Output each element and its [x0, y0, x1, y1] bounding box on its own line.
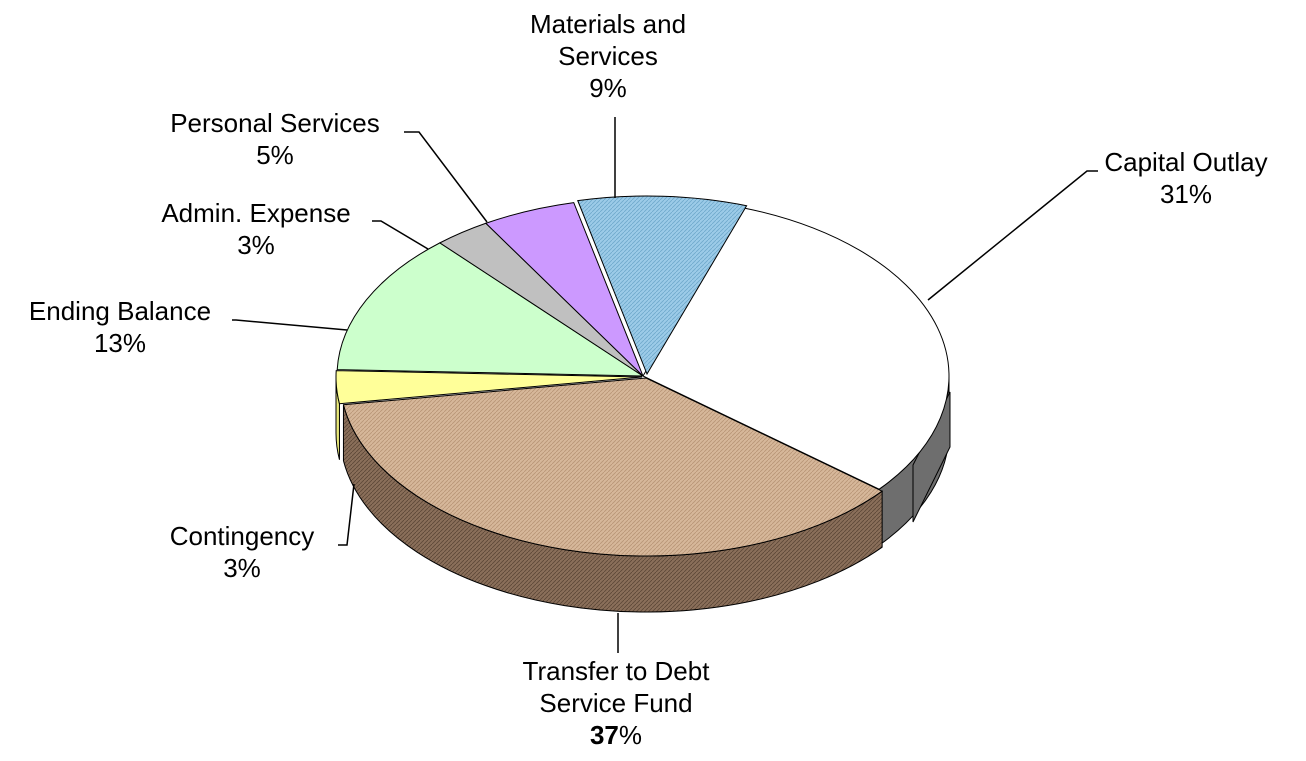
pie-slice-transfer-to-debt-service-fund: [342, 377, 884, 557]
label-contingency-percent: 3%: [223, 553, 261, 583]
pie-slice-materials-and-services: [577, 195, 748, 376]
pie-slice-contingency: [335, 370, 643, 405]
label-contingency: Contingency 3%: [170, 521, 315, 583]
pie-slice-capital-outlay: [642, 207, 950, 490]
label-capital-outlay-line: Capital Outlay: [1104, 147, 1267, 177]
label-materials-and-services-percent: 9%: [589, 73, 627, 103]
label-personal-services-percent: 5%: [256, 140, 294, 170]
label-materials-and-services: Materials and Services 9%: [530, 9, 686, 103]
label-transfer-to-debt-service-fund-line: Transfer to Debt: [523, 656, 711, 686]
label-personal-services: Personal Services 5%: [170, 108, 380, 170]
label-capital-outlay: Capital Outlay 31%: [1104, 147, 1267, 209]
label-admin-expense-line: Admin. Expense: [161, 198, 350, 228]
label-ending-balance-percent: 13%: [94, 328, 146, 358]
leader-line-capital-outlay: [927, 170, 1098, 301]
label-materials-and-services-line: Services: [558, 41, 658, 71]
label-admin-expense: Admin. Expense 3%: [161, 198, 350, 260]
leader-line-ending-balance: [232, 319, 348, 331]
label-personal-services-line: Personal Services: [170, 108, 380, 138]
label-transfer-to-debt-service-fund-line: Service Fund: [539, 688, 692, 718]
label-transfer-to-debt-service-fund-percent: 37%: [590, 720, 642, 750]
label-materials-and-services-line: Materials and: [530, 9, 686, 39]
label-capital-outlay-percent: 31%: [1160, 179, 1212, 209]
label-admin-expense-percent: 3%: [237, 230, 275, 260]
label-ending-balance-line: Ending Balance: [29, 296, 211, 326]
leader-line-contingency: [338, 483, 355, 546]
leader-line-personal-services: [404, 131, 488, 223]
label-transfer-to-debt-service-fund: Transfer to Debt Service Fund 37%: [523, 656, 711, 750]
label-contingency-line: Contingency: [170, 521, 315, 551]
pie-slice-ending-balance: [336, 242, 645, 377]
pie-slice-personal-services: [484, 202, 644, 377]
leader-line-admin-expense: [372, 220, 429, 250]
label-ending-balance: Ending Balance 13%: [29, 296, 211, 358]
